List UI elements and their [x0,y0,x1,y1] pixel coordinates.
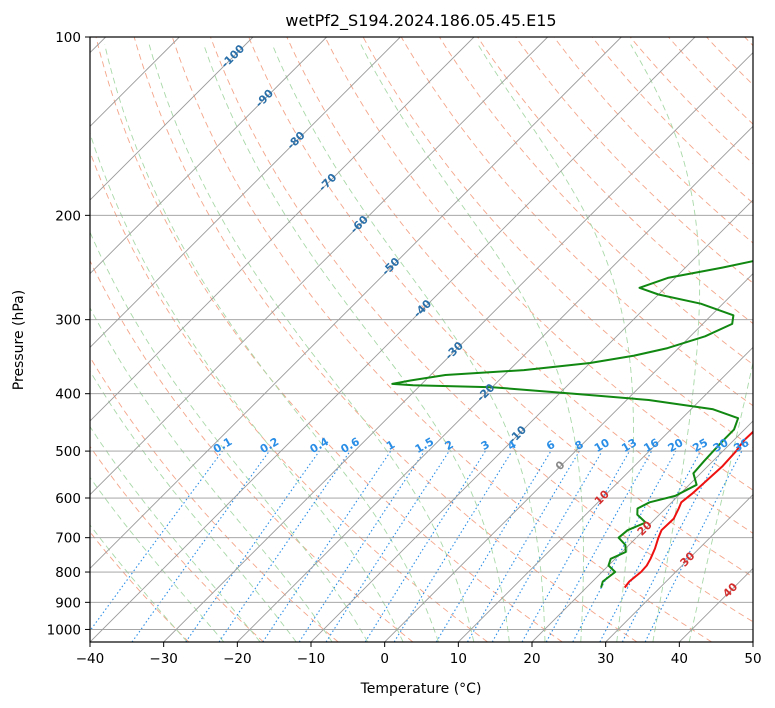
moist-adiabat [688,360,753,642]
moist-adiabat [477,44,634,642]
x-tick-label: 30 [597,651,614,667]
pressure-gridlines [90,37,753,630]
isotherm-line [90,37,622,569]
mixing-ratio-lines [90,450,743,642]
isotherm-line [163,52,753,642]
mixing-ratio-line [572,450,677,642]
y-tick-label: 1000 [47,622,81,638]
moist-adiabats [90,44,753,642]
y-tick-label: 500 [55,444,81,460]
mixing-ratio-line [491,450,603,642]
y-tick-label: 300 [55,313,81,329]
x-tick-label: 50 [744,651,761,667]
mixing-ratio-line [393,450,513,642]
isotherm-line [458,346,753,642]
y-tick-label: 200 [55,208,81,224]
moist-adiabat [90,425,261,642]
plot-background [90,37,753,642]
dry-adiabat [515,37,753,284]
moist-adiabat [90,370,297,642]
x-tick-label: 0 [380,651,389,667]
chart-title: wetPf2_S194.2024.186.05.45.E15 [285,11,556,31]
mixing-ratio-line [364,450,486,642]
x-tick-label: −10 [297,651,326,667]
moist-adiabat [271,44,546,642]
mixing-ratio-line [325,450,450,642]
dry-adiabat [90,259,414,642]
moist-adiabat [90,524,188,642]
dry-adiabat [90,445,264,642]
x-tick-label: −30 [149,651,178,667]
x-tick-label: 10 [450,651,467,667]
dry-adiabat [133,37,638,642]
x-tick-label: −20 [223,651,252,667]
dry-adiabat [95,37,563,642]
dry-adiabat [248,37,753,578]
x-axis: −40 −30 −20 −10 0 10 20 30 40 50 [76,642,762,667]
moist-adiabat [203,44,510,642]
moist-adiabat [148,44,475,642]
isotherm-line [531,420,753,642]
y-tick-label: 700 [55,531,81,547]
y-tick-label: 900 [55,595,81,611]
isotherm-line [90,37,548,496]
moist-adiabat [90,476,225,642]
x-tick-label: 40 [671,651,688,667]
dry-adiabat [210,37,753,623]
mixing-ratio-line [435,450,552,642]
plot-frame [89,36,754,643]
moist-adiabat [630,44,701,642]
isotherm-line [310,199,753,642]
temperature-profile [623,430,753,589]
mixing-ratio-line [131,450,270,642]
isotherm-line [605,494,753,642]
dry-adiabat [324,37,753,491]
isotherm-line [90,37,327,275]
isotherm-line [90,37,696,642]
dry-adiabat [400,37,753,407]
isotherm-line [237,125,753,642]
mixing-ratio-line [467,450,580,642]
isotherm-line [384,273,753,642]
x-tick-label: 20 [523,651,540,667]
y-tick-label: 600 [55,491,81,507]
isotherm-line [90,37,254,201]
moist-adiabat [90,131,404,642]
dewpoint-profile [391,260,753,588]
y-axis: 100 200 300 400 500 600 700 800 900 1000 [47,30,90,638]
dry-adiabat [629,37,753,165]
dry-adiabat [591,37,753,204]
mixing-ratio-line [218,450,351,642]
isotherms [90,37,753,642]
moist-adiabat [104,44,439,642]
profiles [391,260,753,589]
y-tick-label: 800 [55,565,81,581]
moist-adiabat [90,306,333,642]
isotherm-line [90,37,401,348]
x-tick-label: −40 [76,651,105,667]
y-tick-label: 100 [55,30,81,46]
moist-adiabat [360,44,584,642]
y-tick-label: 400 [55,387,81,403]
dry-adiabat [171,37,712,642]
mixing-ratio-line [90,450,223,632]
mixing-ratio-line [185,450,320,642]
isotherm-line [90,37,475,422]
y-axis-label: Pressure (hPa) [11,290,27,390]
dry-adiabat [477,37,753,325]
x-axis-label: Temperature (°C) [360,681,482,697]
moist-adiabat [90,231,369,642]
mixing-ratio-line [521,450,630,642]
